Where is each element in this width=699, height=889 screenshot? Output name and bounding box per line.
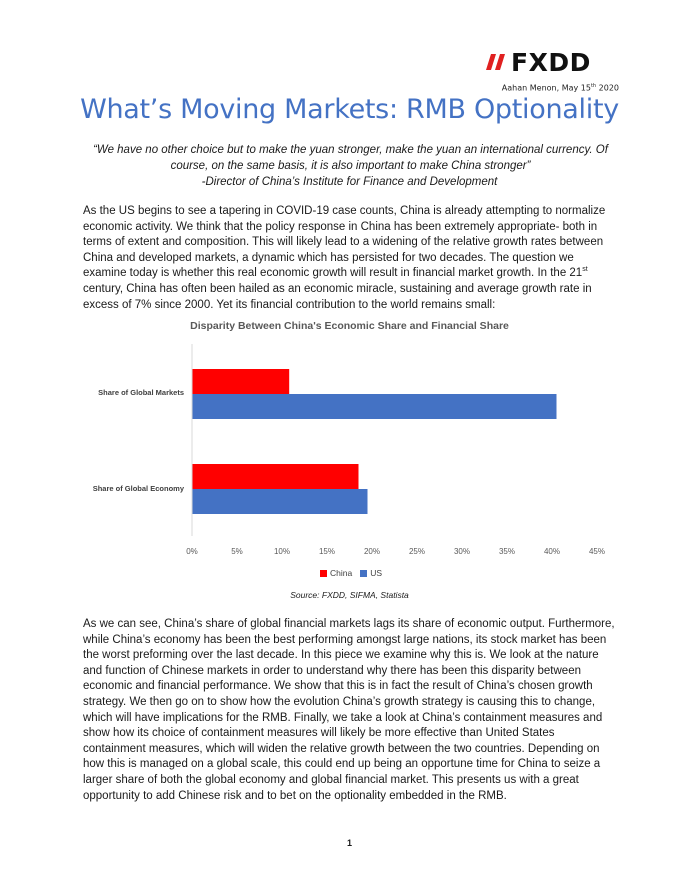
x-tick-label: 5% [231,547,243,556]
body-paragraph: As we can see, China’s share of global f… [83,618,615,802]
x-tick-label: 15% [319,547,335,556]
legend-label-us: US [370,568,383,578]
legend-item-us: US [360,568,382,578]
x-tick-label: 20% [364,547,380,556]
chart-legend: China US [320,568,390,578]
logo-slashes-icon [486,54,505,70]
x-tick-label: 35% [499,547,515,556]
x-tick-label: 10% [274,547,290,556]
bar-us-0 [192,394,557,419]
legend-swatch-us [360,569,368,577]
quote-attribution: -Director of China’s Institute for Finan… [201,176,498,188]
legend-item-china: China [320,568,352,578]
quote-text: “We have no other choice but to make the… [93,144,608,172]
fxdd-logo: FXDD [486,46,591,78]
bar-china-1 [192,464,359,489]
legend-label-china: China [330,568,353,578]
x-tick-label: 40% [544,547,560,556]
page-number: 1 [346,838,352,848]
legend-swatch-china [320,569,327,577]
x-tick-label: 30% [454,547,470,556]
logo-text: FXDD [511,47,591,77]
bar-chart: Share of Global Markets Share of Global E… [93,344,605,556]
bar-us-1 [192,489,368,514]
bar-china-0 [192,369,290,394]
chart-source: Source: FXDD, SIFMA, Statista [290,590,409,600]
category-label: Share of Global Markets [98,388,184,397]
intro-paragraph: As the US begins to see a tapering in CO… [83,205,606,311]
category-label: Share of Global Economy [93,484,185,493]
x-tick-label: 0% [186,547,198,556]
x-tick-label: 25% [409,547,425,556]
page-title: What’s Moving Markets: RMB Optionality [80,94,619,125]
x-tick-label: 45% [589,547,605,556]
chart-title: Disparity Between China's Economic Share… [190,320,509,332]
author-date: Aahan Menon, May 15th 2020 [501,83,619,93]
